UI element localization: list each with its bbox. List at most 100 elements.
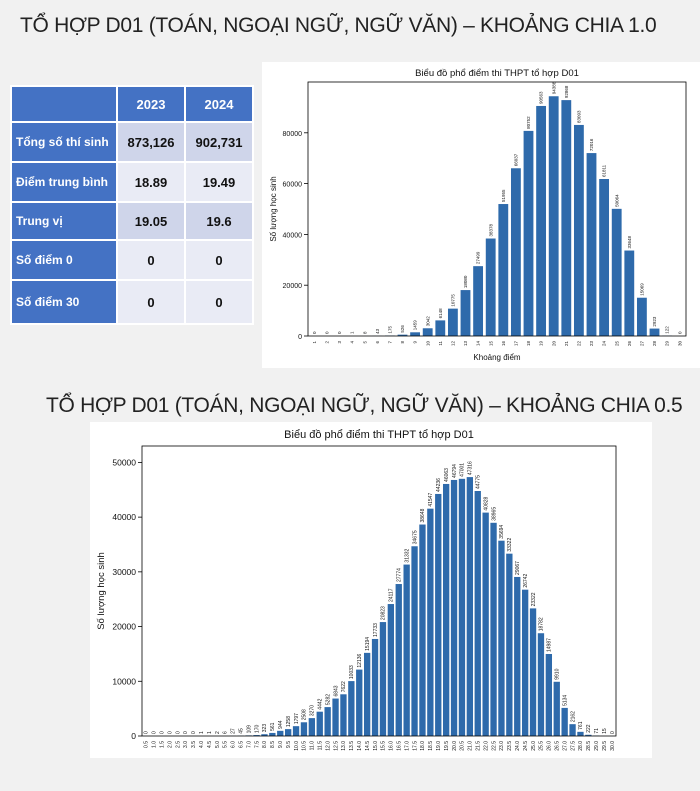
stats-table: 2023 2024 Tổng số thí sinh 873,126 902,7… xyxy=(10,85,254,325)
chart-2-data-label: 47001 xyxy=(460,463,466,477)
chart-2-xtick-label: 18.0 xyxy=(420,741,426,751)
chart-2-data-label: 0 xyxy=(175,731,181,734)
chart-2-xtick-label: 10.5 xyxy=(302,741,308,751)
row-label: Tổng số thí sinh xyxy=(10,121,118,163)
chart-2-data-label: 18782 xyxy=(539,617,545,631)
chart-2-data-label: 5282 xyxy=(325,694,331,705)
chart-1-bar xyxy=(460,290,471,336)
chart-1-data-label: 43 xyxy=(375,328,380,334)
chart-2-bar xyxy=(474,491,481,736)
chart-2-xtick-label: 11.0 xyxy=(310,741,316,751)
chart-1-xtick-label: 23 xyxy=(589,341,594,347)
chart-1-data-label: 175 xyxy=(387,326,392,334)
chart-2-xtick-label: 11.5 xyxy=(318,741,324,751)
chart-1-xlabel: Khoảng điểm xyxy=(473,353,520,362)
chart-2-data-label: 44236 xyxy=(436,478,442,492)
chart-2-data-label: 46063 xyxy=(444,468,450,482)
chart-1-bar xyxy=(636,297,647,336)
chart-2-data-label: 109 xyxy=(246,725,252,734)
chart-1-data-label: 90563 xyxy=(539,91,544,104)
chart-2-xtick-label: 21.0 xyxy=(468,741,474,751)
table-row: Số điểm 0 0 0 xyxy=(10,239,254,281)
chart-1-bar xyxy=(447,308,458,336)
chart-2-data-label: 17733 xyxy=(373,623,379,637)
chart-1-xtick-label: 4 xyxy=(350,341,355,344)
chart-2-data-label: 0 xyxy=(183,731,189,734)
chart-2-bar xyxy=(514,576,521,736)
chart-1-data-label: 1459 xyxy=(413,320,418,331)
chart-1-data-label: 27499 xyxy=(476,251,481,264)
chart-1-ytick-label: 0 xyxy=(298,334,302,341)
chart-2-xtick-label: 30.0 xyxy=(610,741,616,751)
chart-2-xtick-label: 8.0 xyxy=(262,741,268,748)
chart-2-bar xyxy=(324,707,331,736)
chart-2-xtick-label: 19.5 xyxy=(444,741,450,751)
chart-2-data-label: 0 xyxy=(144,731,150,734)
chart-2-bar xyxy=(506,553,513,736)
chart-2-xtick-label: 0.5 xyxy=(144,741,150,748)
chart-2-bar xyxy=(466,477,474,736)
chart-2-data-label: 20823 xyxy=(381,606,387,620)
chart-2-data-label: 45 xyxy=(239,728,245,734)
chart-1-ylabel: Số lượng học sinh xyxy=(269,176,278,241)
chart-1-xtick-label: 18 xyxy=(526,341,531,347)
chart-2-bar xyxy=(300,722,308,736)
chart-2-data-label: 170 xyxy=(254,725,260,734)
chart-1-data-label: 66037 xyxy=(513,153,518,166)
chart-2-xtick-label: 19.0 xyxy=(436,741,442,751)
chart-2-data-label: 1 xyxy=(207,731,213,734)
chart-1-xtick-label: 16 xyxy=(501,341,506,347)
chart-2-bar xyxy=(490,522,497,736)
chart-1-plot-frame xyxy=(307,81,687,337)
chart-2: Biểu đồ phổ điểm thi THPT tổ hợp D010100… xyxy=(96,429,617,751)
chart-2-bar xyxy=(316,711,323,736)
chart-1-bar xyxy=(599,179,610,336)
chart-1-xtick-label: 21 xyxy=(564,341,569,347)
chart-2-data-label: 2 xyxy=(215,731,221,734)
chart-2-data-label: 4442 xyxy=(318,698,324,709)
chart-2-xtick-label: 12.0 xyxy=(325,741,331,751)
chart-2-bar xyxy=(379,622,387,736)
chart-1-bar xyxy=(624,250,635,336)
chart-2-data-label: 6843 xyxy=(333,685,339,696)
chart-1-data-label: 18080 xyxy=(463,275,468,288)
chart-1-xtick-label: 26 xyxy=(627,341,632,347)
chart-2-data-label: 10033 xyxy=(349,665,355,679)
chart-2-bar xyxy=(403,564,410,736)
chart-2-card: Biểu đồ phổ điểm thi THPT tổ hợp D01 0 100… xyxy=(90,422,652,758)
chart-2-data-label: 944 xyxy=(278,720,284,729)
chart-1-bar xyxy=(422,328,433,336)
chart-2-data-label: 33322 xyxy=(507,538,513,552)
chart-2-xtick-label: 13.0 xyxy=(341,741,347,751)
chart-2-bar xyxy=(277,730,284,736)
chart-2-ytick-label: 0 xyxy=(131,731,136,741)
chart-2-bar xyxy=(585,734,592,736)
chart-2-xtick-label: 16.0 xyxy=(389,741,395,751)
chart-1-xtick-label: 13 xyxy=(463,341,468,347)
cell-2023: 19.05 xyxy=(116,201,186,241)
chart-2-xtick-label: 1.0 xyxy=(152,741,158,748)
chart-1-xtick-label: 17 xyxy=(513,341,518,347)
section-2-title: TỔ HỢP D01 (TOÁN, NGOẠI NGỮ, NGỮ VĂN) – … xyxy=(46,394,683,417)
chart-2-bar xyxy=(332,698,339,736)
row-label: Số điểm 0 xyxy=(10,239,118,281)
chart-2-xtick-label: 7.0 xyxy=(246,741,252,748)
chart-2-xtick-label: 26.0 xyxy=(547,741,553,751)
chart-2-data-label: 14987 xyxy=(547,638,553,652)
chart-2-xtick-label: 18.5 xyxy=(428,741,434,751)
chart-1-xtick-label: 11 xyxy=(438,341,443,346)
chart-2-ytick-label: 10000 xyxy=(112,676,136,686)
chart-1-data-label: 526 xyxy=(400,325,405,333)
chart-2-xtick-label: 9.0 xyxy=(278,741,284,748)
chart-1-xtick-label: 7 xyxy=(387,341,392,344)
chart-2-bar xyxy=(371,638,379,736)
chart-2-xtick-label: 29.0 xyxy=(594,741,600,751)
chart-2-data-label: 15 xyxy=(602,728,608,734)
chart-1-bar xyxy=(548,96,559,336)
chart-2-xtick-label: 20.5 xyxy=(460,741,466,751)
chart-2-bar xyxy=(308,718,316,736)
chart-2-xtick-label: 28.0 xyxy=(578,741,584,751)
chart-2-data-label: 0 xyxy=(160,731,166,734)
chart-1-card: Biểu đồ phổ điểm thi THPT tổ hợp D01 0 200… xyxy=(262,62,700,368)
chart-2-ytick-label: 30000 xyxy=(112,567,136,577)
